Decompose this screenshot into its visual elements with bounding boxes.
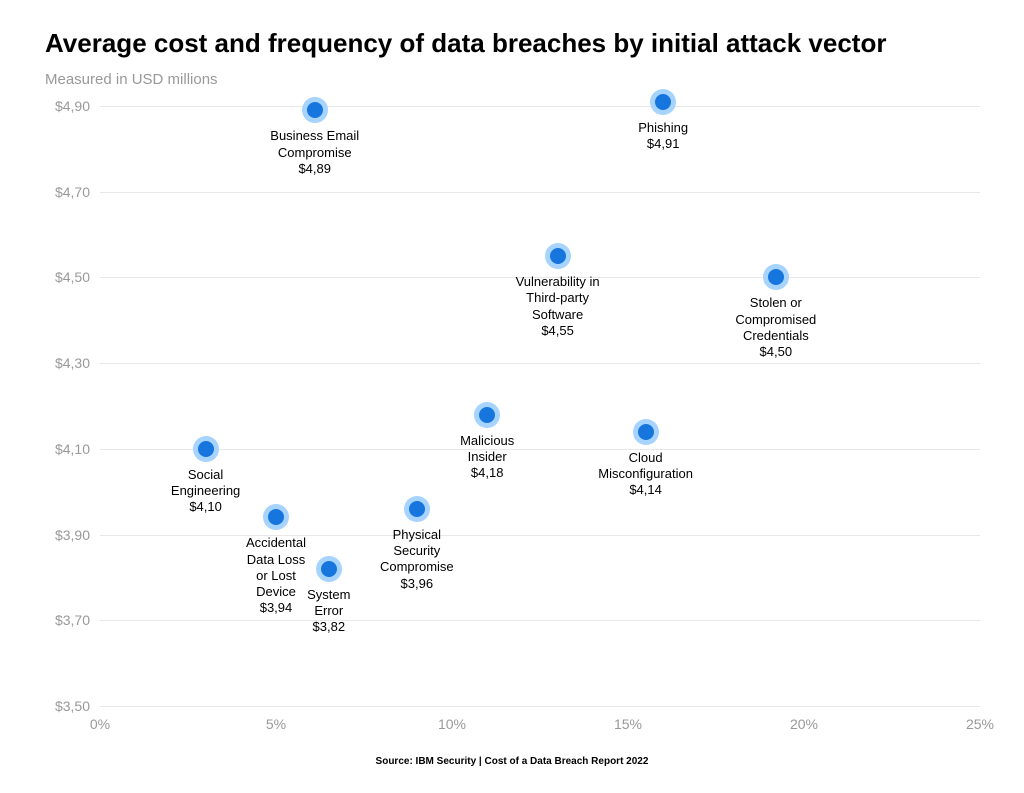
data-point-label: Vulnerability inThird-partySoftware$4,55: [516, 274, 600, 339]
chart-subtitle: Measured in USD millions: [45, 71, 985, 88]
y-tick-label: $4,90: [55, 98, 90, 114]
gridline: [100, 106, 980, 107]
scatter-chart: Average cost and frequency of data breac…: [45, 28, 985, 94]
y-tick-label: $4,30: [55, 355, 90, 371]
data-point-core: [409, 501, 425, 517]
data-point: [474, 402, 500, 428]
x-tick-label: 25%: [966, 716, 994, 732]
gridline: [100, 706, 980, 707]
data-point: [302, 97, 328, 123]
y-tick-label: $3,90: [55, 527, 90, 543]
data-point-label: SocialEngineering$4,10: [171, 467, 240, 516]
data-point-core: [307, 102, 323, 118]
y-tick-label: $4,70: [55, 184, 90, 200]
data-point: [650, 89, 676, 115]
y-tick-label: $4,10: [55, 441, 90, 457]
x-tick-label: 0%: [90, 716, 110, 732]
data-point-label: MaliciousInsider$4,18: [460, 433, 514, 482]
gridline: [100, 449, 980, 450]
data-point-label: CloudMisconfiguration$4,14: [598, 450, 693, 499]
data-point-label: Stolen orCompromisedCredentials$4,50: [735, 295, 816, 360]
plot-area: $3,50$3,70$3,90$4,10$4,30$4,50$4,70$4,90…: [100, 106, 980, 706]
data-point-core: [479, 407, 495, 423]
data-point: [263, 504, 289, 530]
data-point: [316, 556, 342, 582]
x-tick-label: 10%: [438, 716, 466, 732]
data-point-core: [768, 269, 784, 285]
gridline: [100, 192, 980, 193]
y-tick-label: $3,70: [55, 612, 90, 628]
data-point-core: [268, 509, 284, 525]
gridline: [100, 535, 980, 536]
data-point: [545, 243, 571, 269]
data-point-label: AccidentalData Lossor LostDevice$3,94: [246, 535, 306, 616]
data-point: [633, 419, 659, 445]
data-point: [763, 264, 789, 290]
x-tick-label: 20%: [790, 716, 818, 732]
data-point-core: [321, 561, 337, 577]
gridline: [100, 363, 980, 364]
data-point-core: [550, 248, 566, 264]
data-point-label: Business EmailCompromise$4,89: [270, 128, 359, 177]
chart-source: Source: IBM Security | Cost of a Data Br…: [0, 756, 1024, 767]
data-point-label: SystemError$3,82: [307, 587, 350, 636]
y-tick-label: $3,50: [55, 698, 90, 714]
data-point: [193, 436, 219, 462]
data-point-core: [638, 424, 654, 440]
data-point-label: Phishing$4,91: [638, 120, 688, 153]
data-point-label: PhysicalSecurityCompromise$3,96: [380, 527, 454, 592]
y-tick-label: $4,50: [55, 269, 90, 285]
gridline: [100, 620, 980, 621]
data-point: [404, 496, 430, 522]
chart-title: Average cost and frequency of data breac…: [45, 28, 985, 59]
data-point-core: [198, 441, 214, 457]
data-point-core: [655, 94, 671, 110]
x-tick-label: 5%: [266, 716, 286, 732]
x-tick-label: 15%: [614, 716, 642, 732]
